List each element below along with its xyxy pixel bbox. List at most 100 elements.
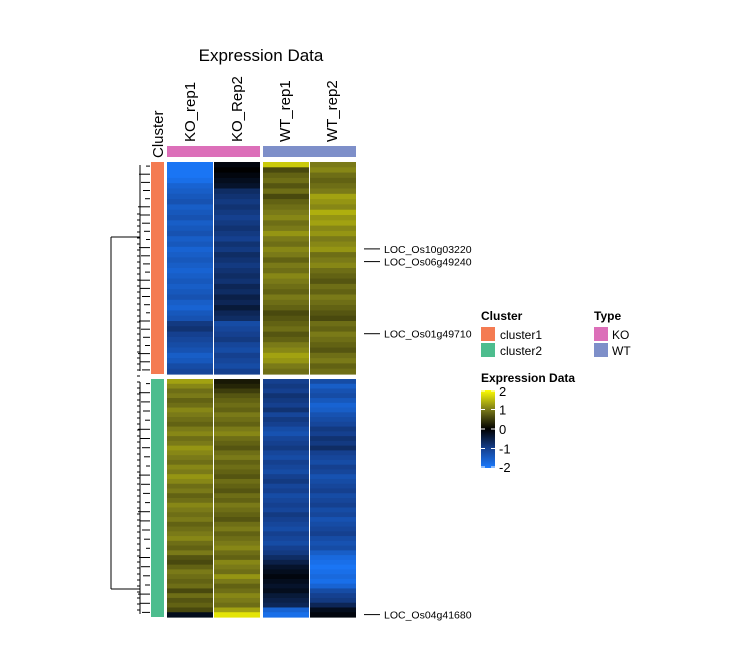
- heatmap-cell: [263, 593, 309, 599]
- heatmap-cell: [167, 388, 213, 394]
- heatmap-cell: [214, 583, 260, 590]
- type-bar-ko: [167, 146, 260, 157]
- heatmap-cell: [167, 612, 213, 618]
- heatmap-cell: [263, 172, 309, 179]
- heatmap-cell: [263, 578, 309, 585]
- dendrogram-branch: [110, 236, 140, 590]
- heatmap-cell: [214, 445, 260, 451]
- heatmap-cell: [310, 536, 356, 542]
- heatmap-cell: [310, 336, 356, 343]
- heatmap-cell: [310, 299, 356, 306]
- heatmap-cell: [167, 607, 213, 613]
- heatmap-cell: [310, 574, 356, 580]
- heatmap-cell: [263, 502, 309, 509]
- heatmap-cell: [214, 172, 260, 179]
- heatmap-cell: [310, 488, 356, 494]
- heatmap-cell: [263, 283, 309, 290]
- heatmap-cell: [214, 268, 260, 274]
- heatmap-cell: [310, 455, 356, 461]
- heatmap-cell: [167, 167, 213, 174]
- cluster-bar-cluster2: [151, 379, 164, 617]
- heatmap-cell: [167, 526, 213, 532]
- heatmap-cell: [214, 440, 260, 447]
- legend-scale-title: Expression Data: [481, 371, 575, 385]
- heatmap-cell: [214, 273, 260, 280]
- heatmap-cell: [214, 305, 260, 311]
- heatmap-cells: [167, 162, 356, 618]
- cluster-bar-cluster1: [151, 162, 164, 374]
- heatmap-cell: [167, 483, 213, 490]
- heatmap-cell: [167, 555, 213, 561]
- heatmap-cell: [310, 326, 356, 333]
- heatmap-cell: [310, 555, 356, 561]
- heatmap-cell: [263, 398, 309, 404]
- heatmap-cell: [263, 555, 309, 561]
- heatmap-cell: [214, 363, 260, 370]
- heatmap-cell: [310, 230, 356, 237]
- heatmap-cell: [167, 241, 213, 248]
- heatmap-cell: [310, 564, 356, 570]
- heatmap-cell: [310, 583, 356, 590]
- heatmap-cell: [263, 310, 309, 317]
- column-type-bar: [167, 146, 356, 157]
- heatmap-cell: [263, 583, 309, 590]
- heatmap-cell: [310, 305, 356, 311]
- heatmap-cell: [263, 220, 309, 227]
- heatmap-cell: [263, 550, 309, 556]
- heatmap-cell: [214, 383, 260, 390]
- heatmap-cell: [214, 526, 260, 532]
- heatmap-cell: [263, 459, 309, 466]
- heatmap-cell: [263, 464, 309, 471]
- heatmap-cell: [214, 379, 260, 385]
- heatmap-cell: [214, 402, 260, 409]
- heatmap-cell: [310, 498, 356, 504]
- heatmap-cell: [214, 574, 260, 580]
- heatmap-cell: [263, 412, 309, 418]
- heatmap-cell: [263, 209, 309, 216]
- scale-tick-label: -1: [499, 442, 511, 457]
- heatmap-cell: [263, 417, 309, 423]
- heatmap-cell: [263, 347, 309, 354]
- heatmap-cell: [263, 252, 309, 258]
- heatmap-cell: [214, 417, 260, 423]
- heatmap-cell: [167, 502, 213, 509]
- heatmap-cell: [214, 464, 260, 471]
- heatmap-cell: [167, 347, 213, 354]
- heatmap-cell: [263, 545, 309, 551]
- scale-tick-label: 0: [499, 422, 506, 437]
- heatmap-cell: [214, 262, 260, 269]
- heatmap-cell: [263, 236, 309, 243]
- heatmap-cell: [167, 469, 213, 475]
- heatmap-cell: [167, 315, 213, 322]
- heatmap-cell: [214, 545, 260, 551]
- heatmap-cell: [263, 574, 309, 580]
- heatmap-cell: [263, 483, 309, 490]
- heatmap-cell: [310, 383, 356, 390]
- heatmap-cell: [263, 299, 309, 306]
- heatmap-cell: [310, 612, 356, 618]
- heatmap-cell: [263, 315, 309, 322]
- heatmap-cell: [214, 493, 260, 499]
- heatmap-cell: [214, 612, 260, 618]
- heatmap-cell: [263, 241, 309, 248]
- heatmap-cell: [167, 199, 213, 205]
- heatmap-cell: [167, 252, 213, 258]
- heatmap-cell: [263, 607, 309, 613]
- heatmap-cell: [214, 478, 260, 485]
- heatmap-cell: [167, 342, 213, 349]
- heatmap-cell: [214, 215, 260, 221]
- heatmap-cell: [214, 569, 260, 575]
- heatmap-cell: [214, 578, 260, 585]
- heatmap-cell: [310, 521, 356, 528]
- heatmap-cell: [263, 289, 309, 296]
- heatmap-cell: [310, 162, 356, 168]
- heatmap-cell: [167, 262, 213, 269]
- heatmap-cell: [214, 209, 260, 216]
- heatmap-cell: [310, 331, 356, 338]
- heatmap-cell: [310, 241, 356, 248]
- heatmap-cell: [214, 230, 260, 237]
- heatmap-cell: [167, 299, 213, 306]
- heatmap-cell: [263, 469, 309, 475]
- heatmap-cell: [310, 421, 356, 428]
- heatmap-cell: [167, 569, 213, 575]
